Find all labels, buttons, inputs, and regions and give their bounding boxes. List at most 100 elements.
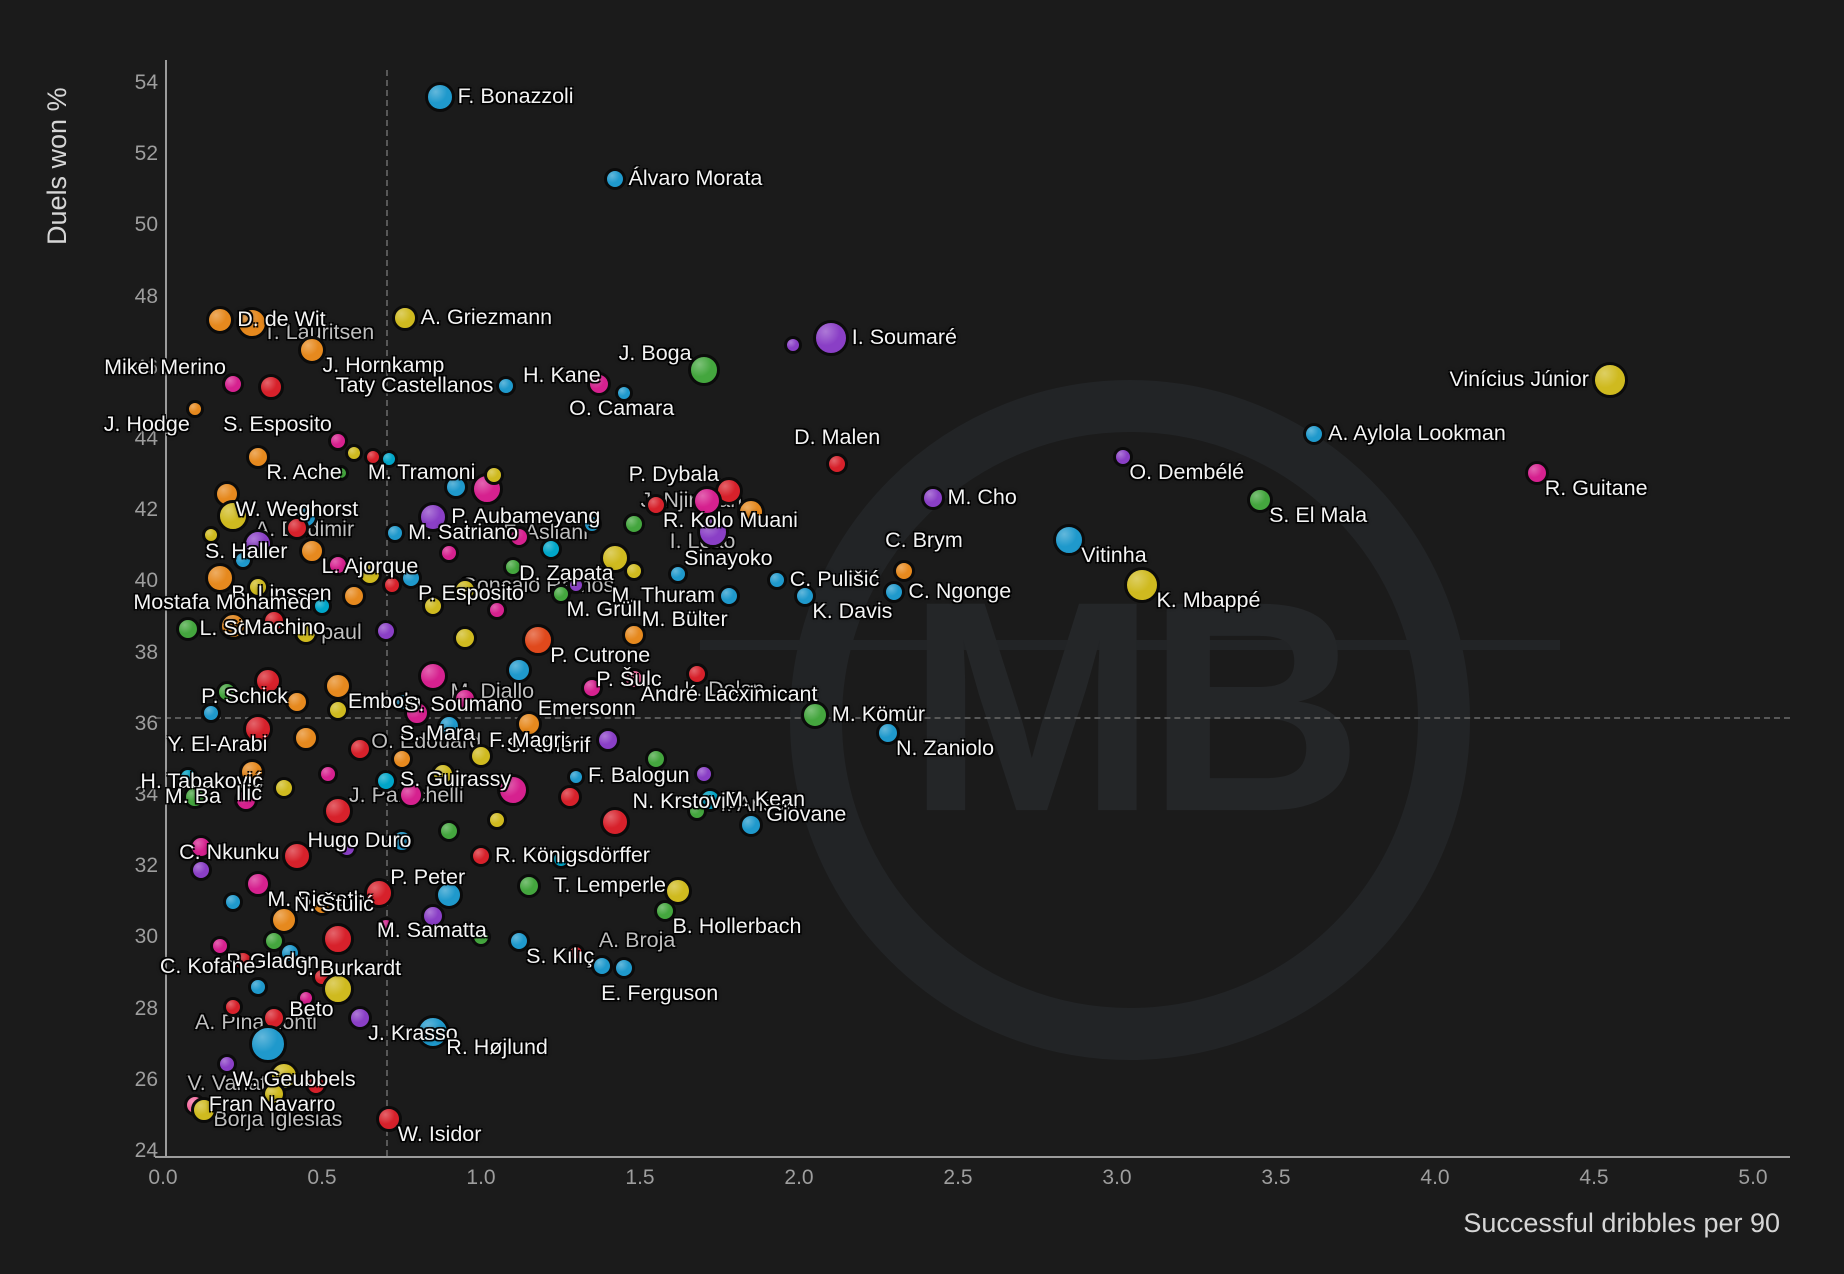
bubble[interactable] [443,475,468,500]
bubble-h-kane[interactable] [586,371,611,396]
bubble-m-diallo[interactable] [506,657,533,684]
bubble-k-davis[interactable] [794,584,817,607]
bubble[interactable] [344,444,363,463]
bubble[interactable] [486,809,507,830]
bubble[interactable] [453,626,478,651]
bubble-a-broja[interactable] [590,954,613,977]
bubble[interactable] [391,692,412,713]
bubble-m-satriano[interactable] [385,523,406,544]
bubble[interactable] [190,858,213,881]
bubble-p-aubameyang[interactable] [418,502,449,533]
bubble[interactable] [200,703,221,724]
bubble-mikel-merino[interactable] [221,372,244,395]
bubble-giovane[interactable] [739,813,764,838]
bubble[interactable] [337,838,358,859]
bubble-s-haller[interactable] [243,529,274,560]
bubble-p-dybala[interactable] [715,476,744,505]
bubble[interactable] [567,768,586,787]
bubble-r-ache[interactable] [246,444,271,469]
bubble-b-linssen[interactable] [205,562,236,593]
bubble[interactable] [486,599,507,620]
bubble-o-edouard[interactable] [437,713,462,738]
bubble-c-nkunku[interactable] [189,834,214,859]
bubble[interactable] [248,1025,287,1064]
bubble-c-kofane[interactable] [231,949,254,972]
bubble[interactable] [389,829,414,854]
bubble[interactable] [697,515,730,548]
bubble-m-cho[interactable] [920,485,945,510]
bubble-f-balogun[interactable] [558,784,583,809]
bubble-f-magri[interactable] [469,743,493,768]
bubble[interactable] [333,464,350,481]
bubble-s-ch-rif[interactable] [596,727,621,752]
bubble-p-esposito[interactable] [400,566,423,589]
bubble-n-tuli-[interactable] [269,905,298,934]
bubble-d-zapata[interactable] [599,543,630,574]
bubble-taty-castellanos[interactable] [496,375,517,396]
bubble-m-biereth[interactable] [245,871,272,897]
bubble-sinayoko[interactable] [668,564,689,585]
bubble[interactable] [582,514,603,535]
bubble-j-hornkamp[interactable] [298,336,327,364]
bubble[interactable] [693,763,714,784]
bubble[interactable] [248,977,269,998]
bubble-w-geubbels[interactable] [216,1053,237,1074]
bubble[interactable] [297,988,316,1007]
bubble-o-camara[interactable] [615,383,634,402]
bubble-l-ajorque[interactable] [299,538,326,565]
bubble-o-demb-l-[interactable] [1113,446,1134,467]
bubble-borja-iglesias[interactable] [191,1097,218,1124]
bubble-s-esposito[interactable] [327,430,348,451]
bubble[interactable] [232,550,253,571]
bubble[interactable] [567,944,586,963]
bubble[interactable] [357,562,382,587]
bubble-l-s-[interactable] [176,617,201,642]
bubble[interactable] [483,464,504,485]
bubble[interactable] [326,554,349,577]
bubble[interactable] [311,894,333,917]
bubble-s-soumano[interactable] [418,660,449,691]
bubble-m-b-lter[interactable] [621,622,646,647]
bubble-e-ferguson[interactable] [613,956,636,979]
bubble[interactable] [471,927,491,948]
bubble[interactable] [341,583,366,608]
bubble-t-lemperle[interactable] [516,873,541,898]
bubble[interactable] [263,929,286,952]
bubble[interactable] [453,686,478,711]
bubble[interactable] [215,680,238,703]
bubble[interactable] [374,620,397,643]
bubble-r-k-nigsd-rffer[interactable] [470,844,492,867]
bubble[interactable] [326,698,349,721]
bubble-r-guitane[interactable] [1524,460,1549,485]
bubble-m-k-m-r[interactable] [800,700,829,729]
bubble-k-mbapp-[interactable] [1124,566,1161,603]
bubble-d-de-wit[interactable] [206,305,235,334]
bubble-a-budimir[interactable] [216,499,249,532]
bubble-m-ba[interactable] [182,784,207,809]
bubble-j-hodge[interactable] [185,399,204,418]
bubble-hugo-duro[interactable] [281,840,312,871]
bubble[interactable] [318,763,339,784]
bubble-c-ngonge[interactable] [883,581,906,604]
bubble-a-aylola-lookman[interactable] [1303,422,1326,445]
bubble-i-soumar-[interactable] [812,319,849,356]
bubble[interactable] [550,849,571,870]
bubble[interactable] [321,973,354,1006]
bubble-j-boga[interactable] [687,353,720,386]
bubble-p-cutrone[interactable] [522,624,555,657]
bubble-s-el-mala[interactable] [1247,486,1274,513]
bubble-vitinha[interactable] [1053,524,1086,557]
bubble-t-lauritsen[interactable] [236,307,269,340]
bubble[interactable] [312,596,332,617]
bubble[interactable] [348,736,373,761]
bubble-m-samatta[interactable] [321,923,354,956]
bubble[interactable] [567,575,586,594]
bubble[interactable] [272,776,295,799]
bubble-p-peter[interactable] [364,877,395,908]
bubble-j-njinmah[interactable] [622,513,645,536]
bubble-p-schick[interactable] [253,667,282,696]
bubble-i-ansah[interactable] [687,801,708,822]
bubble-r-kolo-muani[interactable] [644,493,667,516]
bubble-j-burkardt[interactable] [279,942,302,965]
bubble[interactable] [539,538,562,561]
